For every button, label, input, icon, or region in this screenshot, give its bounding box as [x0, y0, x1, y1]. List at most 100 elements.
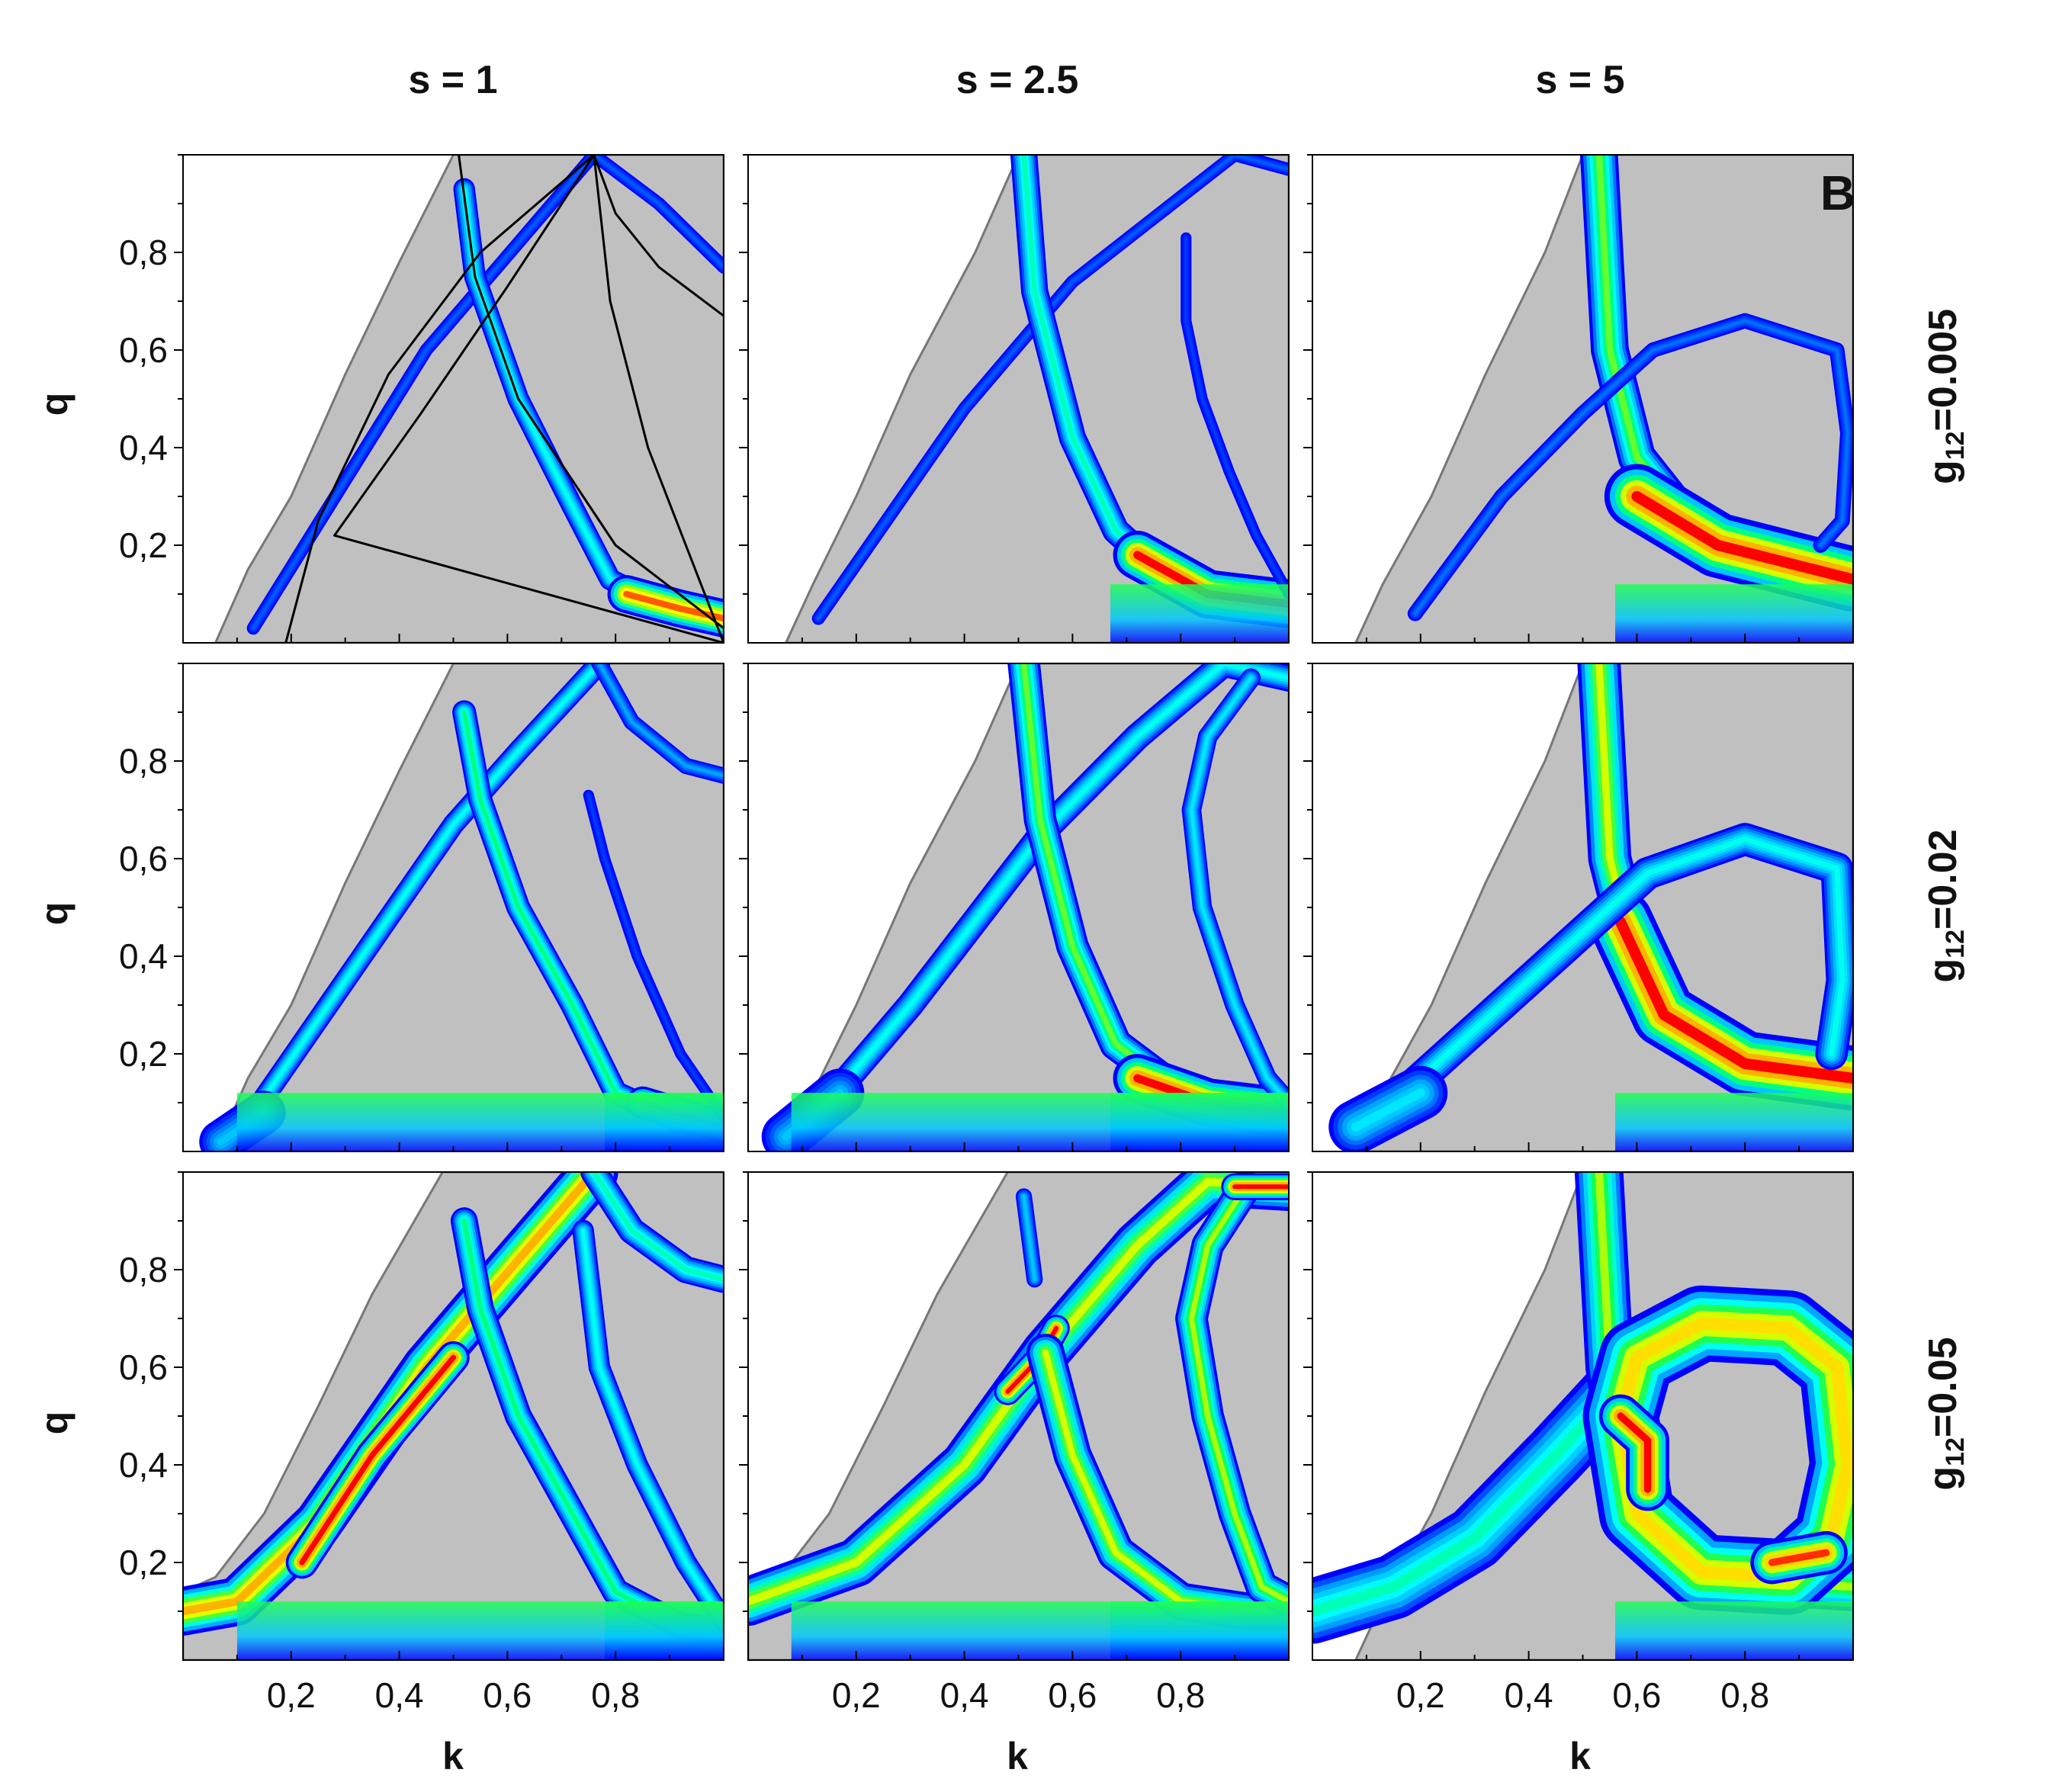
- x-tick-label: 0,8: [1720, 1675, 1769, 1715]
- intensity-band-2: [1022, 1195, 1036, 1281]
- analytic-curve: [333, 155, 724, 643]
- row-label-value: =0.005: [1921, 309, 1965, 432]
- row-label-value: =0.05: [1921, 1337, 1965, 1437]
- y-tick-label: 0,2: [119, 525, 168, 565]
- intensity-band-2: [1614, 1317, 1853, 1584]
- column-title-s1: s = 1: [408, 58, 497, 102]
- intensity-band-2: [591, 1172, 724, 1282]
- row-label-g12-0.02: g12=0.02: [1921, 829, 1970, 982]
- intensity-band-0: [252, 155, 724, 630]
- panel-r2-c3: 0,20,40,60,8: [1303, 663, 1854, 1206]
- x-tick-label: 0,4: [375, 1675, 424, 1715]
- y-tick-label: 0,6: [119, 1347, 168, 1387]
- allowed-region: [784, 663, 1289, 1151]
- y-tick-label: 0,4: [119, 428, 168, 467]
- x-tick-label: 0,2: [1396, 1675, 1445, 1715]
- panel-r3-c2: 0,2 0,4 0,6 0,8: [739, 1171, 1290, 1715]
- intensity-band-0: [1312, 1391, 1616, 1617]
- y-tick-label: 0,2: [119, 1034, 168, 1074]
- panel-r1-c2: 0,20,40,60,8: [739, 154, 1290, 698]
- y-tick-label: 0,8: [119, 233, 168, 272]
- bottom-footing: [1110, 584, 1289, 643]
- row-label-subscript: 12: [1941, 431, 1970, 460]
- intensity-band-4: [1190, 676, 1289, 1105]
- x-axis-title-col1: k: [442, 1735, 464, 1778]
- bottom-footing: [1615, 1601, 1853, 1660]
- intensity-lobe-2: [623, 590, 724, 622]
- bottom-footing: [1615, 1093, 1853, 1151]
- y-tick-label: 0,6: [119, 839, 168, 878]
- y-axis-title-row1: q: [33, 393, 75, 416]
- panel-r3-c3: 0,2 0,4 0,6 0,8: [1303, 1171, 1854, 1715]
- panel-plot-area: [1328, 663, 1853, 1151]
- intensity-band-4: [1188, 1183, 1289, 1604]
- y-tick-label: 0,4: [119, 1445, 168, 1485]
- intensity-lobe-3: [1351, 1088, 1425, 1132]
- intensity-band-2: [1414, 319, 1849, 615]
- intensity-band-2: [598, 663, 724, 777]
- column-title-s2-5: s = 2.5: [956, 58, 1078, 102]
- row-label-subscript: 12: [1941, 930, 1970, 959]
- intensity-band-5: [587, 794, 724, 1119]
- x-tick-label: 0,6: [1048, 1675, 1097, 1715]
- intensity-lobe-1: [1615, 917, 1853, 1084]
- bottom-footing: [605, 1093, 724, 1151]
- panel-plot-area: [1354, 155, 1853, 643]
- bottom-footing: [1110, 1601, 1289, 1660]
- x-tick-label: 0,2: [267, 1675, 316, 1715]
- allowed-region: [214, 155, 724, 643]
- panels: 0,20,40,60,80,20,40,60,80,2 0,4 0,6 0,80,20…: [119, 154, 1854, 1715]
- y-tick-label: 0,8: [119, 1250, 168, 1289]
- panel-r1-c3: 0,20,40,60,8: [1303, 154, 1854, 698]
- x-tick-label: 0,8: [1156, 1675, 1205, 1715]
- intensity-lobe-1: [299, 1354, 457, 1566]
- panel-plot-area: [761, 663, 1289, 1151]
- intensity-band-4: [581, 1228, 724, 1623]
- intensity-lobe-3: [1617, 1412, 1652, 1493]
- y-tick-label: 0,6: [119, 330, 168, 370]
- intensity-lobe-4: [1768, 1549, 1830, 1566]
- y-tick-label: 0,2: [119, 1543, 168, 1582]
- analytic-curve: [458, 155, 724, 629]
- bottom-footing: [1110, 1093, 1289, 1151]
- row-label-base: g: [1921, 1466, 1965, 1491]
- row-label-value: =0.02: [1921, 829, 1965, 930]
- y-tick-label: 0,4: [119, 936, 168, 976]
- panel-r3-c1: 0,2 0,4 0,6 0,8 0,2 0,4 0,6 0,8: [119, 1171, 724, 1715]
- allowed-region: [784, 155, 1289, 643]
- bottom-footing: [605, 1601, 724, 1660]
- x-tick-label: 0,4: [940, 1675, 989, 1715]
- panel-plot-area: [214, 155, 724, 643]
- row-label-subscript: 12: [1941, 1437, 1970, 1466]
- y-axis-title-row2: q: [33, 902, 75, 926]
- x-tick-label: 0,2: [832, 1675, 881, 1715]
- panel-plot-area: [199, 663, 724, 1151]
- row-label-g12-0.005: g12=0.005: [1921, 309, 1970, 484]
- x-tick-label: 0,6: [1612, 1675, 1661, 1715]
- panel-plot-area: [183, 1172, 724, 1660]
- analytic-curve: [593, 155, 724, 643]
- y-tick-label: 0,8: [119, 741, 168, 781]
- intensity-band-2: [1364, 836, 1845, 1130]
- intensity-band-0: [799, 663, 1289, 1135]
- panel-r1-c1: 0,20,40,60,80,20,40,60,8: [119, 154, 724, 698]
- intensity-band-0: [817, 155, 1289, 620]
- panel-letter: B: [1820, 165, 1855, 220]
- row-label-base: g: [1921, 460, 1965, 484]
- panel-plot-area: [748, 1172, 1289, 1660]
- x-axis-title-col2: k: [1007, 1735, 1028, 1778]
- x-tick-label: 0,8: [591, 1675, 640, 1715]
- y-axis-title-row3: q: [33, 1411, 75, 1435]
- analytic-curve: [284, 155, 595, 643]
- x-tick-label: 0,4: [1505, 1675, 1553, 1715]
- panel-r2-c1: 0,20,40,60,80,20,40,60,8: [119, 663, 724, 1206]
- intensity-lobe-1: [1631, 490, 1853, 585]
- bottom-footing: [1615, 584, 1853, 643]
- x-tick-label: 0,6: [483, 1675, 532, 1715]
- intensity-band-0: [235, 663, 602, 1139]
- row-label-g12-0.05: g12=0.05: [1921, 1337, 1970, 1490]
- x-axis-title-col3: k: [1569, 1735, 1591, 1778]
- panel-r2-c2: 0,20,40,60,8: [739, 663, 1290, 1206]
- column-title-s5: s = 5: [1535, 58, 1624, 102]
